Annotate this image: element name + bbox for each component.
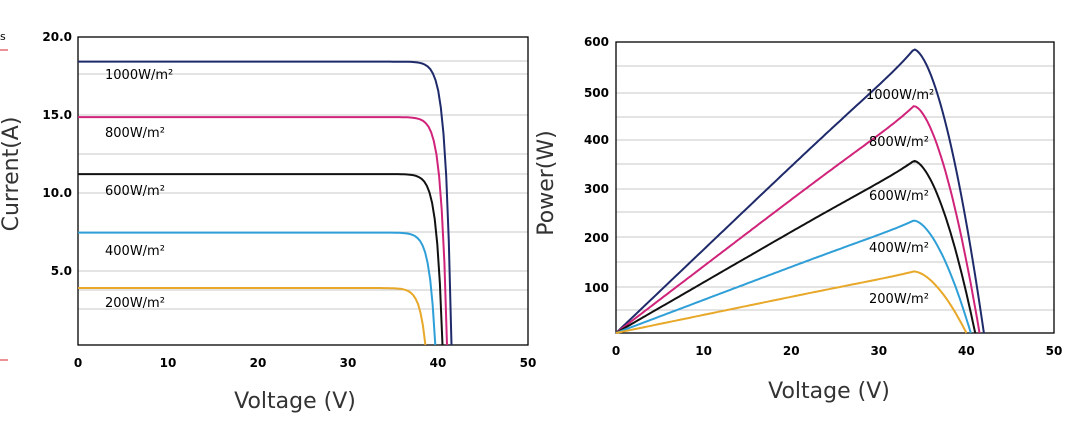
iv-series-line: [78, 173, 444, 346]
iv-series-label: 400W/m²: [105, 244, 165, 259]
pv-series-line: [615, 105, 981, 334]
iv-series-label: 1000W/m²: [105, 68, 173, 83]
pv-x-tick-label: 0: [612, 344, 620, 358]
pv-y-tick-label: 300: [584, 182, 609, 196]
iv-series-label: 200W/m²: [105, 296, 165, 311]
pv-series-line: [615, 159, 977, 334]
pv-chart: 0 10 20 30 40 50 100 200 300 400 500 600 Voltage (V)…: [534, 35, 1062, 404]
pv-y-tick-label: 600: [584, 35, 609, 49]
iv-series-line: [78, 231, 437, 346]
iv-series-label: 600W/m²: [105, 184, 165, 199]
pv-x-tick-label: 10: [695, 344, 712, 358]
iv-x-tick-label: 0: [74, 356, 82, 370]
iv-x-tick-label: 20: [250, 356, 267, 370]
pv-series-label: 1000W/m²: [866, 88, 934, 103]
pv-series-label: 600W/m²: [869, 189, 929, 204]
pv-plot-frame: [615, 41, 1055, 334]
iv-y-tick-label: 5.0: [51, 264, 72, 278]
pv-series-line: [615, 270, 968, 334]
pv-series-label: 400W/m²: [869, 241, 929, 256]
iv-x-tick-label: 30: [340, 356, 357, 370]
pv-y-tick-label: 400: [584, 133, 609, 147]
pv-series-line: [615, 48, 985, 334]
pv-series-line: [615, 219, 972, 334]
iv-x-tick-label: 10: [160, 356, 177, 370]
iv-y-tick-label: 15.0: [42, 108, 72, 122]
iv-x-tick-label: 40: [430, 356, 447, 370]
pv-y-tick-label: 200: [584, 231, 609, 245]
pv-y-axis-title: Power(W): [534, 130, 559, 235]
pv-series-label: 200W/m²: [869, 292, 929, 307]
pv-x-tick-label: 50: [1046, 344, 1063, 358]
iv-series-line: [78, 287, 427, 346]
pv-series-label: 800W/m²: [869, 135, 929, 150]
iv-x-axis-title: Voltage (V): [234, 389, 356, 414]
pv-y-tick-label: 500: [584, 86, 609, 100]
iv-series-line: [78, 116, 448, 346]
iv-series-label: 800W/m²: [105, 126, 165, 141]
iv-plot-frame: [77, 36, 529, 346]
pv-x-tick-label: 30: [870, 344, 887, 358]
pv-y-tick-label: 100: [584, 281, 609, 295]
iv-chart: 0 10 20 30 40 50 5.0 10.0 15.0 20.0 Voltage (V) Cur…: [0, 30, 536, 414]
pv-x-tick-label: 20: [783, 344, 800, 358]
pv-x-tick-label: 40: [958, 344, 975, 358]
pv-x-axis-title: Voltage (V): [768, 379, 890, 404]
iv-series-line: [78, 60, 453, 346]
cropped-legend-text: s: [0, 30, 6, 43]
iv-y-axis-title: Current(A): [0, 117, 24, 232]
iv-x-tick-label: 50: [520, 356, 537, 370]
iv-y-tick-label: 10.0: [42, 186, 72, 200]
iv-y-tick-label: 20.0: [42, 30, 72, 44]
